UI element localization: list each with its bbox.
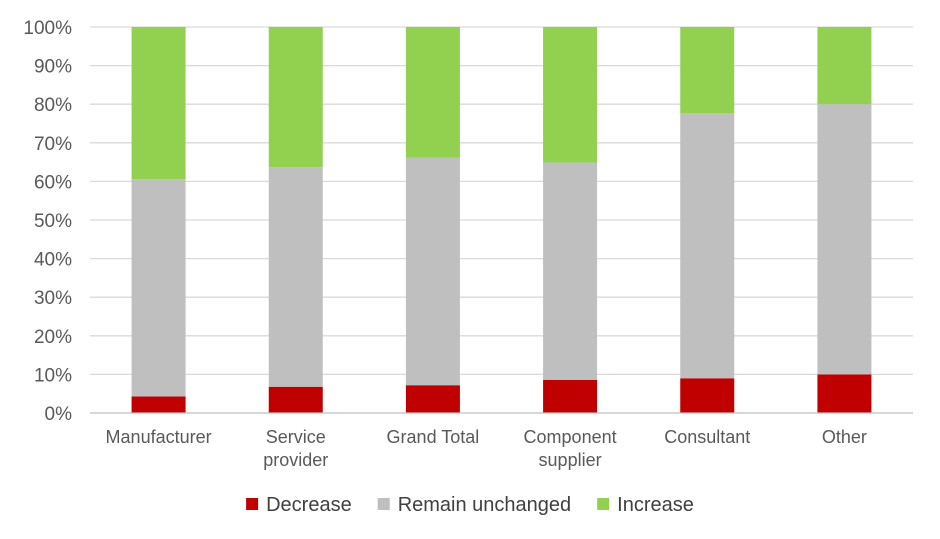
y-tick-label: 100% [23,18,72,39]
bar-segment-increase [131,27,186,180]
bar-segment-increase [817,27,872,105]
y-tick-label: 10% [34,365,72,386]
bar-segment-remain-unchanged [131,179,186,397]
x-tick-label: Component supplier [524,427,617,470]
y-tick-label: 70% [34,134,72,155]
bar-segment-increase [405,27,460,158]
bar-segment-decrease [131,396,186,413]
x-tick-label: Service provider [263,427,328,470]
y-tick-label: 20% [34,327,72,348]
bar-segment-increase [543,27,598,163]
y-tick-label: 80% [34,95,72,116]
bars [131,27,872,413]
legend-swatch-remain-unchanged [377,498,390,510]
legend-label: Decrease [266,494,352,516]
bar-segment-decrease [817,374,872,413]
y-axis: 0% 10% 20% 30% 40% 50% 60% 70% 80% 90% 100% [23,18,72,425]
bar-segment-remain-unchanged [268,167,323,387]
legend-label: Remain unchanged [398,494,571,516]
bar-segment-increase [268,27,323,168]
y-tick-label: 60% [34,172,72,193]
y-tick-label: 40% [34,250,72,271]
bar-segment-remain-unchanged [680,113,735,379]
bar-segment-remain-unchanged [817,104,872,375]
y-tick-label: 30% [34,288,72,309]
y-tick-label: 90% [34,57,72,78]
legend-label: Increase [617,494,694,516]
y-tick-label: 50% [34,211,72,232]
bar-segment-increase [680,27,735,114]
x-axis: Manufacturer Service provider Grand Total Co… [90,412,913,470]
bar-segment-decrease [268,386,323,413]
bar-segment-remain-unchanged [543,162,598,380]
gridlines [90,26,913,376]
bar-segment-remain-unchanged [405,157,460,386]
legend: Decrease Remain unchanged Increase [246,494,694,516]
legend-swatch-decrease [246,498,259,510]
legend-swatch-increase [597,498,610,510]
x-tick-label: Consultant [664,427,750,447]
x-tick-label: Other [822,427,867,447]
bar-segment-decrease [405,385,460,413]
y-tick-label: 0% [45,404,73,425]
bar-segment-decrease [680,378,735,413]
bar-segment-decrease [543,379,598,413]
x-tick-label: Manufacturer [106,427,212,447]
x-tick-label: Grand Total [387,427,480,447]
